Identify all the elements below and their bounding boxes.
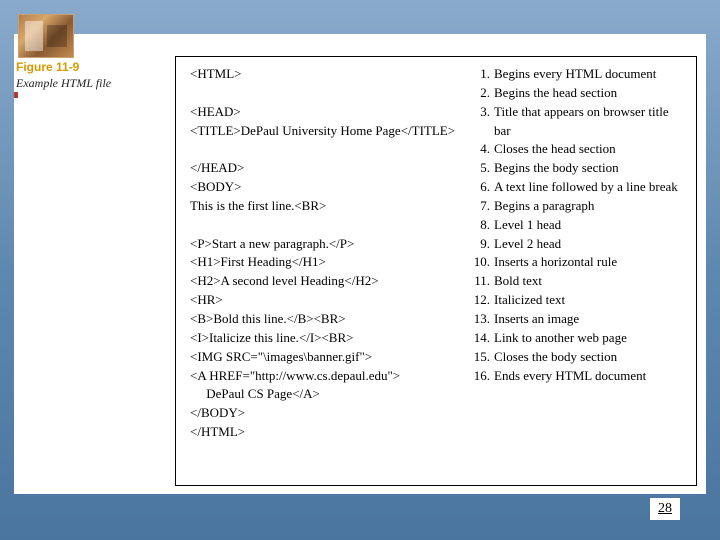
description-text: Begins the head section [494,84,686,103]
description-text: Begins a paragraph [494,197,686,216]
page-number: 28 [650,498,680,520]
code-line: <P>Start a new paragraph.</P> [190,235,460,254]
description-number: 13. [468,310,494,329]
code-line [190,216,460,235]
code-line: <HTML> [190,65,460,84]
example-box: <HTML> <HEAD><TITLE>DePaul University Hom… [175,56,697,486]
description-row: 15.Closes the body section [468,348,686,367]
code-line: <I>Italicize this line.</I><BR> [190,329,460,348]
description-text: Level 2 head [494,235,686,254]
description-row: 14.Link to another web page [468,329,686,348]
description-row: 6.A text line followed by a line break [468,178,686,197]
description-number: 8. [468,216,494,235]
code-line: <IMG SRC="\images\banner.gif"> [190,348,460,367]
description-number: 12. [468,291,494,310]
code-line [190,84,460,103]
description-number: 9. [468,235,494,254]
code-line: <A HREF="http://www.cs.depaul.edu"> [190,367,460,386]
description-row: 16.Ends every HTML document [468,367,686,386]
decorative-red-bar [14,92,18,98]
code-column: <HTML> <HEAD><TITLE>DePaul University Hom… [190,65,468,477]
description-text: Inserts a horizontal rule [494,253,686,272]
code-line: <BODY> [190,178,460,197]
figure-subtitle: Example HTML file [16,76,111,91]
description-text: Bold text [494,272,686,291]
description-text: Closes the head section [494,140,686,159]
description-text: Closes the body section [494,348,686,367]
description-number: 16. [468,367,494,386]
code-line: </HTML> [190,423,460,442]
description-row: 4.Closes the head section [468,140,686,159]
description-number: 11. [468,272,494,291]
description-text: Italicized text [494,291,686,310]
description-number: 3. [468,103,494,141]
code-line: DePaul CS Page</A> [190,385,460,404]
description-text: A text line followed by a line break [494,178,686,197]
description-number: 14. [468,329,494,348]
figure-thumbnail [18,14,74,58]
code-line: <TITLE>DePaul University Home Page</TITL… [190,122,460,141]
description-row: 7.Begins a paragraph [468,197,686,216]
description-row: 9.Level 2 head [468,235,686,254]
code-line: This is the first line.<BR> [190,197,460,216]
description-text: Begins the body section [494,159,686,178]
code-line: </BODY> [190,404,460,423]
description-text: Link to another web page [494,329,686,348]
description-row: 10.Inserts a horizontal rule [468,253,686,272]
description-number: 4. [468,140,494,159]
description-number: 7. [468,197,494,216]
figure-label: Figure 11-9 [16,60,79,74]
description-number: 5. [468,159,494,178]
description-column: 1.Begins every HTML document2.Begins the… [468,65,686,477]
description-row: 11.Bold text [468,272,686,291]
description-row: 12.Italicized text [468,291,686,310]
description-row: 2.Begins the head section [468,84,686,103]
description-number: 6. [468,178,494,197]
description-row: 8.Level 1 head [468,216,686,235]
description-text: Begins every HTML document [494,65,686,84]
description-number: 15. [468,348,494,367]
description-text: Title that appears on browser title bar [494,103,686,141]
description-text: Ends every HTML document [494,367,686,386]
code-line: <B>Bold this line.</B><BR> [190,310,460,329]
description-text: Inserts an image [494,310,686,329]
description-number: 10. [468,253,494,272]
description-number: 2. [468,84,494,103]
code-line [190,140,460,159]
code-line: <H2>A second level Heading</H2> [190,272,460,291]
code-line: </HEAD> [190,159,460,178]
description-row: 3.Title that appears on browser title ba… [468,103,686,141]
description-text: Level 1 head [494,216,686,235]
code-line: <HR> [190,291,460,310]
description-row: 13.Inserts an image [468,310,686,329]
description-row: 5.Begins the body section [468,159,686,178]
code-line: <H1>First Heading</H1> [190,253,460,272]
description-row: 1.Begins every HTML document [468,65,686,84]
description-number: 1. [468,65,494,84]
code-line: <HEAD> [190,103,460,122]
